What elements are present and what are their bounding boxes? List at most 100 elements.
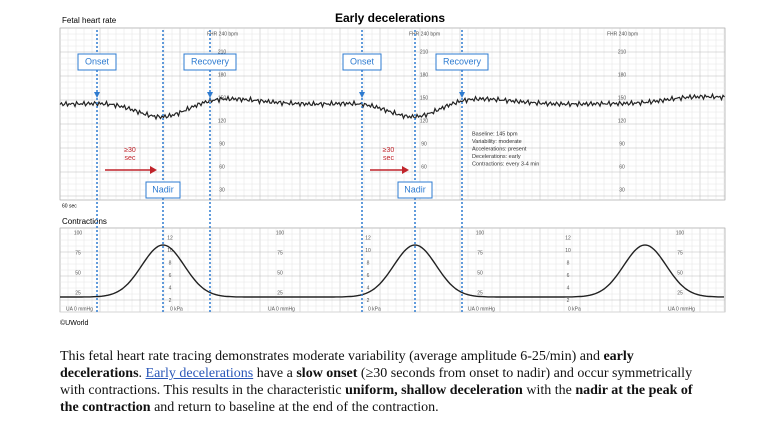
ua-scale-base: UA 0 mmHg [468,306,495,312]
summary-line: Contractions: every 3-4 min [472,161,539,167]
interval-label: ≥30 [383,147,395,154]
kpa-scale-tick: 4 [367,285,370,291]
section-label: Contractions [62,217,107,226]
arrow-head [150,166,157,174]
annotation-label: Nadir [404,184,426,194]
credit: ©UWorld [60,319,88,327]
caption-text: uniform, shallow deceleration [345,383,523,398]
label-box [183,53,237,71]
fhr-scale-tick: 150 [618,95,627,101]
down-arrow [207,92,213,98]
fhr-scale-tick: 90 [219,141,225,147]
kpa-scale-tick: 4 [169,285,172,291]
fhr-scale-tick: 90 [619,141,625,147]
label-box [397,181,433,199]
caption-text: This fetal heart rate tracing demonstrat… [60,349,604,364]
fhr-scale-tick: 60 [421,164,427,170]
annotation-label: Onset [85,56,110,66]
kpa-scale-tick: 8 [567,260,570,266]
ua-scale-tick: 25 [477,290,483,296]
fhr-scale-tick: 120 [218,118,227,124]
kpa-scale-base: 0 kPa [568,306,581,312]
summary-line: Baseline: 145 bpm [472,131,518,137]
ua-scale-tick: 100 [276,230,285,236]
annotation-label: Onset [350,56,375,66]
ua-scale-tick: 50 [677,270,683,276]
kpa-scale-tick: 8 [367,260,370,266]
down-arrow [94,92,100,98]
kpa-scale-tick: 2 [169,298,172,304]
ua-scale-base: UA 0 mmHg [268,306,295,312]
fhr-scale-tick: 60 [619,164,625,170]
left-label: Fetal heart rate [62,16,117,25]
fhr-scale-tick: 120 [618,118,627,124]
ua-scale-base: UA 0 mmHg [66,306,93,312]
fhr-scale-label: FHR 240 bpm [409,31,440,37]
summary-line: Decelerations: early [472,154,521,160]
ua-scale-tick: 25 [277,290,283,296]
caption: This fetal heart rate tracing demonstrat… [60,348,700,416]
kpa-scale-tick: 6 [169,273,172,279]
caption-text: nadir at the peak of the contraction [60,383,693,415]
kpa-scale-tick: 12 [365,235,371,241]
fhr-scale-tick: 210 [420,49,429,55]
title: Early decelerations [335,11,445,25]
caption-text: and return to baseline at the end of the… [150,400,439,415]
fhr-scale-tick: 180 [618,72,627,78]
fhr-scale-tick: 150 [420,95,429,101]
kpa-scale-base: 0 kPa [170,306,183,312]
tracing-figure: Fetal heart rate Early decelerations Contr… [59,11,726,327]
arrow-head [402,166,409,174]
caption-text: (≥30 seconds from onset to nadir) and oc… [60,366,693,398]
ua-scale-tick: 50 [277,270,283,276]
ua-scale-tick: 75 [477,250,483,256]
fhr-scale-tick: 180 [420,72,429,78]
ua-scale-tick: 75 [277,250,283,256]
ua-scale-tick: 75 [677,250,683,256]
fhr-scale-tick: 120 [420,118,429,124]
ua-scale-tick: 50 [75,270,81,276]
kpa-scale-tick: 10 [565,248,571,254]
contraction-trace [60,244,724,298]
interval-label: ≥30 [124,147,136,154]
summary-line: Variability: moderate [472,139,522,145]
fhr-scale-tick: 30 [619,187,625,193]
ua-scale-tick: 100 [74,230,83,236]
summary-line: Accelerations: present [472,146,527,152]
caption-link[interactable]: Early decelerations [145,366,254,381]
kpa-scale-tick: 6 [567,273,570,279]
caption-text: early decelerations [60,349,634,381]
caption-text: slow onset [296,366,358,381]
kpa-scale-tick: 8 [169,260,172,266]
kpa-scale-tick: 2 [567,298,570,304]
caption-text: with the [522,383,576,398]
ua-scale-tick: 75 [75,250,81,256]
annotation-label: Recovery [443,56,482,66]
label-box [77,53,117,71]
label-box [145,181,181,199]
fhr-scale-tick: 210 [618,49,627,55]
interval-label: sec [383,155,394,162]
kpa-scale-tick: 4 [567,285,570,291]
down-arrow [459,92,465,98]
kpa-scale-tick: 10 [167,248,173,254]
fhr-scale-tick: 30 [219,187,225,193]
ua-scale-tick: 25 [677,290,683,296]
fhr-scale-tick: 90 [421,141,427,147]
kpa-scale-tick: 12 [565,235,571,241]
ua-scale-tick: 25 [75,290,81,296]
fhr-scale-label: FHR 240 bpm [607,31,638,37]
kpa-scale-tick: 2 [367,298,370,304]
interval-label: sec [125,155,136,162]
label-box [342,53,382,71]
ua-scale-tick: 100 [676,230,685,236]
fhr-scale-label: FHR 240 bpm [207,31,238,37]
down-arrow [359,92,365,98]
fhr-scale-tick: 60 [219,164,225,170]
fhr-scale-tick: 180 [218,72,227,78]
fhr-trace [59,92,725,121]
time-scale: 60 sec [62,203,77,209]
ua-scale-tick: 100 [476,230,485,236]
fhr-scale-tick: 210 [218,49,227,55]
